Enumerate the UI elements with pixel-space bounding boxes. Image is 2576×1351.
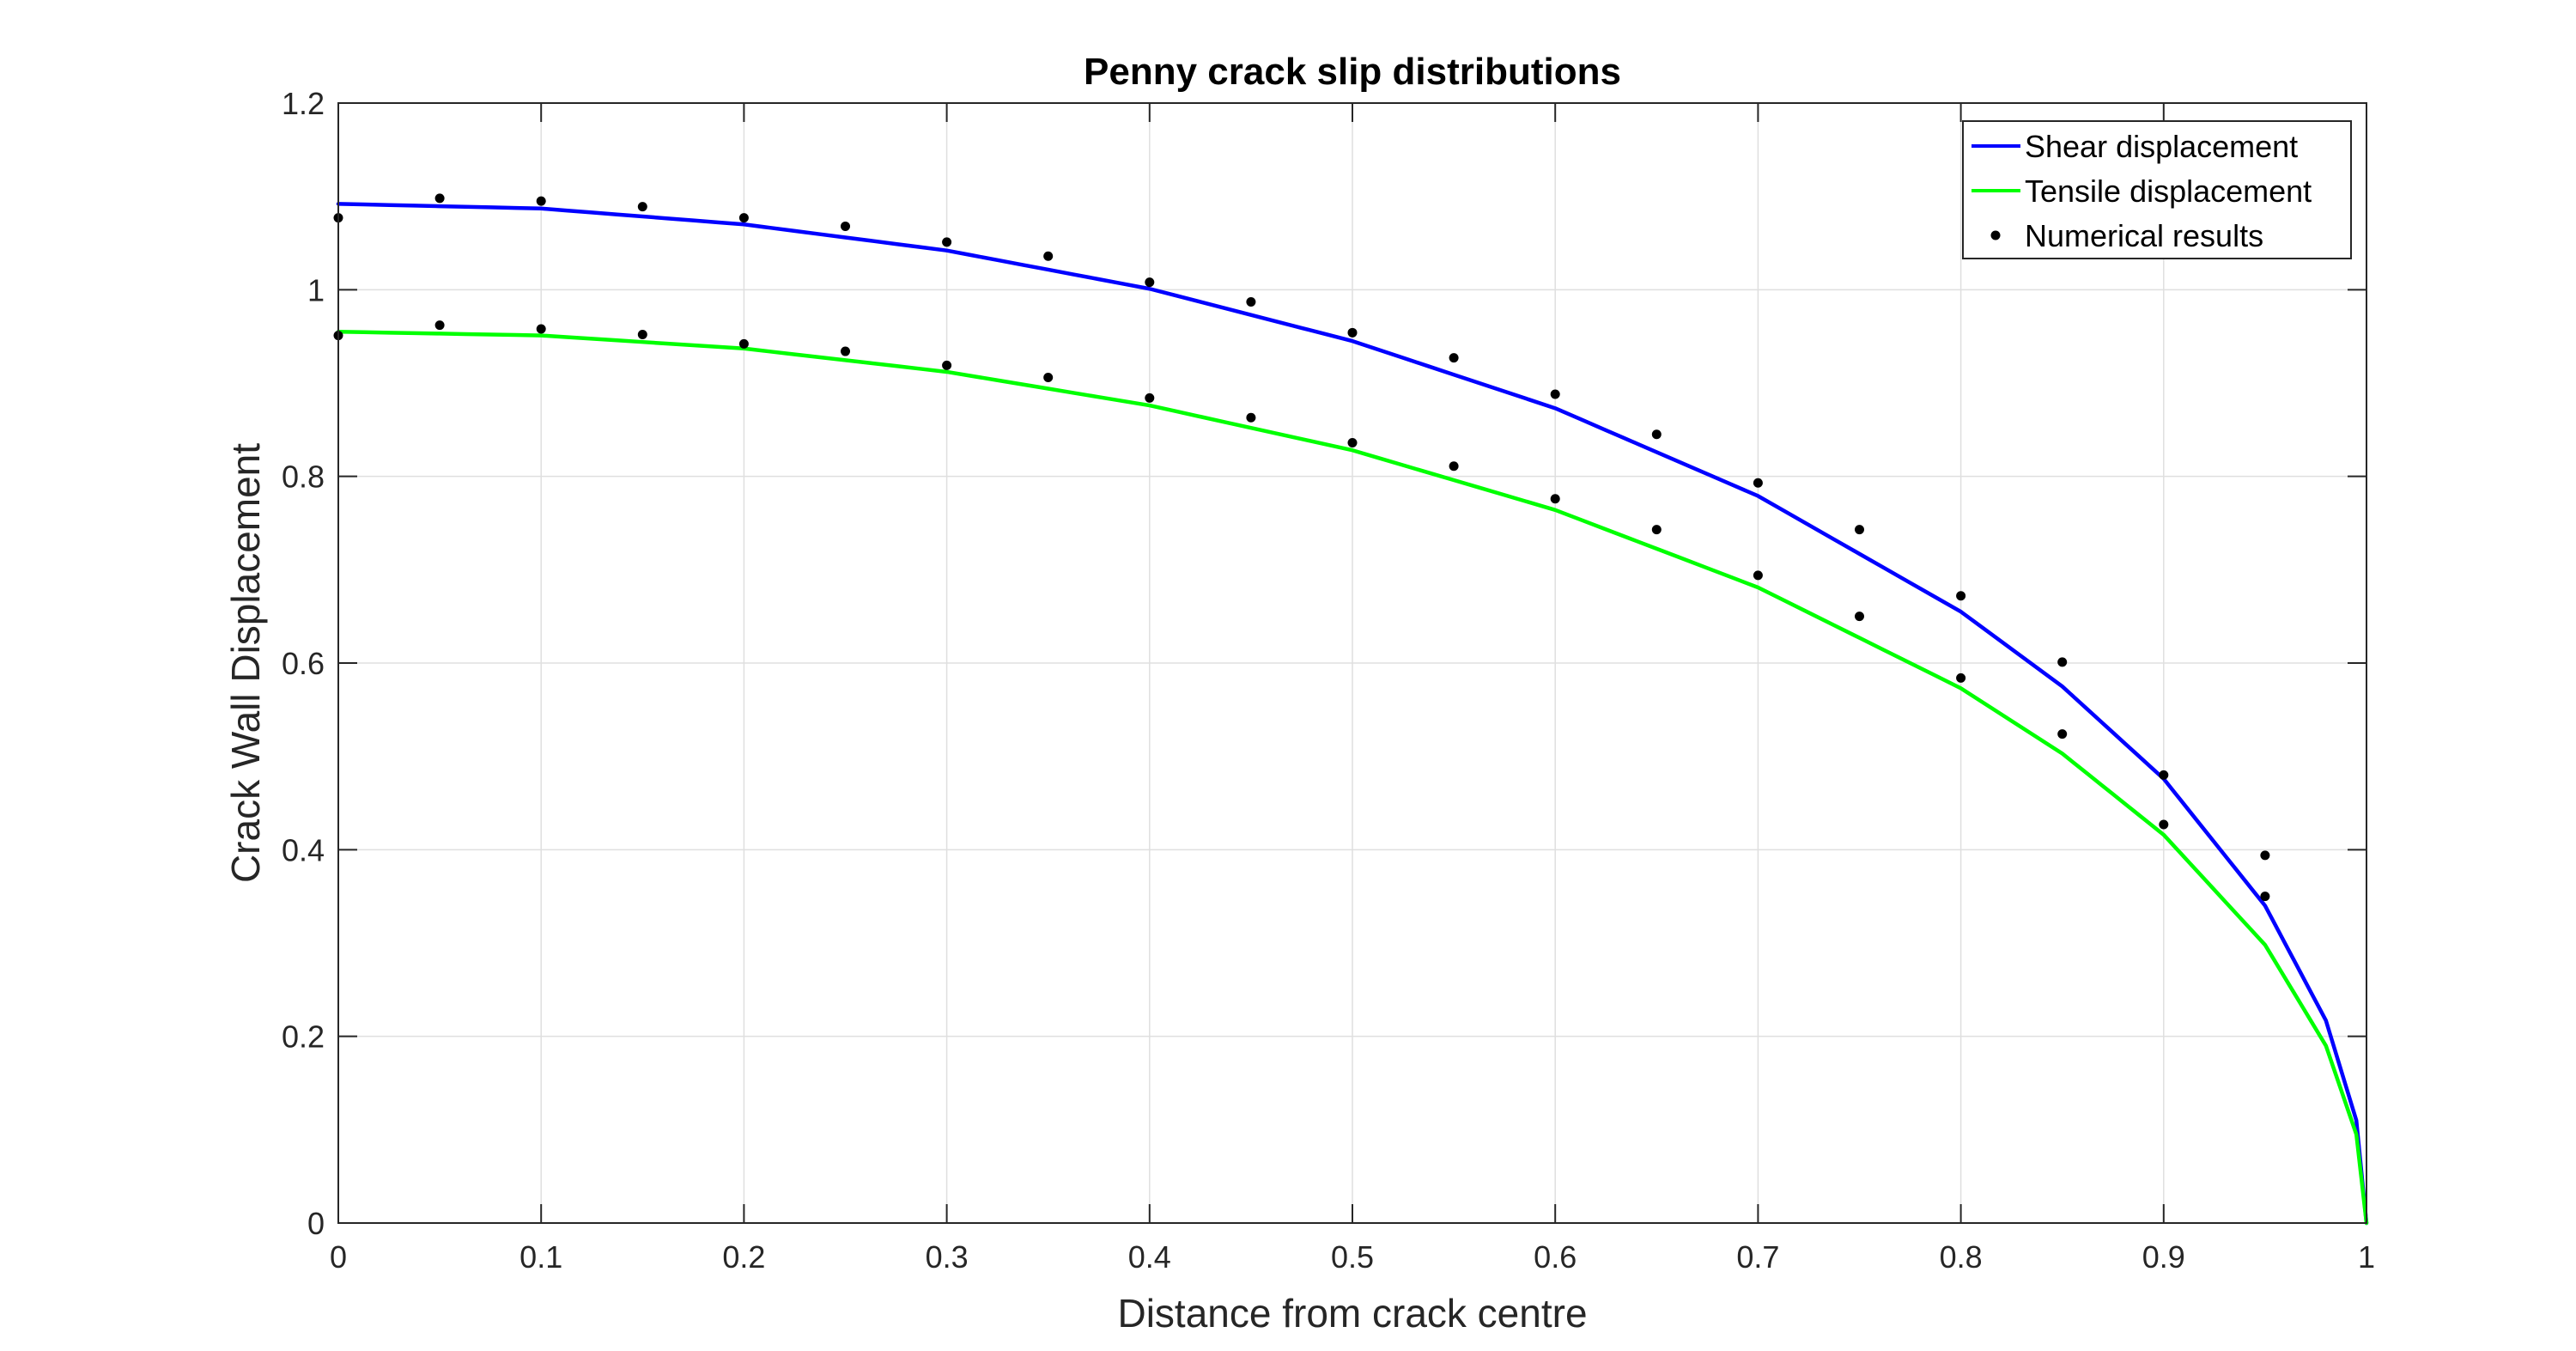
numerical-points	[333, 193, 2270, 902]
legend-label-numerical: Numerical results	[2025, 218, 2263, 253]
numerical-point	[1651, 429, 1662, 440]
x-tick-label: 0.3	[926, 1239, 969, 1275]
numerical-point	[1246, 296, 1256, 307]
x-axis-label: Distance from crack centre	[1117, 1291, 1587, 1336]
x-tick-label: 0.2	[722, 1239, 765, 1275]
x-tick-label: 0.1	[519, 1239, 562, 1275]
y-tick-label: 1	[307, 272, 325, 307]
legend-swatch-numerical	[1990, 230, 2001, 240]
numerical-point	[637, 329, 647, 339]
y-axis-label: Crack Wall Displacement	[223, 443, 268, 883]
y-tick-label: 0.8	[282, 459, 325, 495]
x-tick-label: 0.9	[2142, 1239, 2185, 1275]
numerical-point	[637, 202, 647, 212]
x-tick-labels: 0 0.1 0.2 0.3 0.4 0.5 0.6 0.7 0.8 0.9 1	[330, 1239, 2375, 1275]
numerical-point	[536, 324, 546, 334]
numerical-point	[942, 360, 952, 370]
numerical-point	[1550, 494, 1560, 504]
numerical-point	[1956, 591, 1966, 601]
numerical-point	[738, 213, 749, 223]
y-tick-label: 1.2	[282, 86, 325, 121]
legend-label-tensile: Tensile displacement	[2025, 173, 2312, 209]
numerical-point	[1753, 570, 1763, 581]
numerical-point	[2057, 729, 2068, 739]
numerical-point	[1651, 525, 1662, 535]
numerical-point	[2260, 892, 2270, 902]
numerical-point	[1246, 412, 1256, 423]
numerical-point	[942, 237, 952, 247]
numerical-point	[1855, 525, 1864, 535]
numerical-point	[536, 196, 546, 206]
x-tick-label: 0.8	[1940, 1239, 1983, 1275]
numerical-point	[1347, 327, 1358, 338]
x-tick-label: 0	[330, 1239, 347, 1275]
numerical-point	[1145, 277, 1155, 288]
numerical-point	[1043, 251, 1054, 261]
x-tick-label: 0.7	[1736, 1239, 1779, 1275]
tensile-displacement-line	[336, 329, 2369, 1226]
numerical-point	[1449, 461, 1459, 472]
y-tick-label: 0.2	[282, 1019, 325, 1055]
numerical-point	[2260, 850, 2270, 861]
y-tick-label: 0.6	[282, 646, 325, 681]
axis-ticks	[337, 102, 2367, 1224]
shear-displacement-line	[336, 202, 2369, 1226]
x-tick-label: 0.6	[1534, 1239, 1577, 1275]
numerical-point	[1956, 672, 1966, 683]
y-tick-label: 0	[307, 1206, 325, 1241]
x-tick-label: 1	[2358, 1239, 2375, 1275]
numerical-point	[1550, 389, 1560, 399]
legend-box	[1962, 120, 2352, 259]
numerical-point	[2159, 770, 2169, 780]
numerical-point	[738, 338, 749, 349]
x-tick-label: 0.5	[1331, 1239, 1374, 1275]
numerical-point	[1753, 478, 1763, 488]
y-tick-label: 0.4	[282, 832, 325, 867]
numerical-point	[434, 320, 445, 331]
numerical-point	[2159, 819, 2169, 830]
y-tick-labels: 0 0.2 0.4 0.6 0.8 1 1.2	[282, 86, 325, 1241]
numerical-point	[1347, 438, 1358, 448]
numerical-point	[1855, 612, 1864, 622]
numerical-point	[841, 346, 850, 356]
numerical-point	[2057, 657, 2068, 667]
numerical-point	[1449, 353, 1459, 363]
chart-title: Penny crack slip distributions	[1084, 51, 1621, 93]
numerical-point	[1043, 372, 1054, 382]
series-layer	[336, 202, 2369, 1226]
x-tick-label: 0.4	[1128, 1239, 1171, 1275]
legend-label-shear: Shear displacement	[2025, 129, 2298, 164]
numerical-point	[1145, 393, 1155, 403]
numerical-point	[841, 221, 850, 231]
numerical-point	[434, 193, 445, 204]
legend: Shear displacement Tensile displacement …	[1962, 120, 2352, 259]
